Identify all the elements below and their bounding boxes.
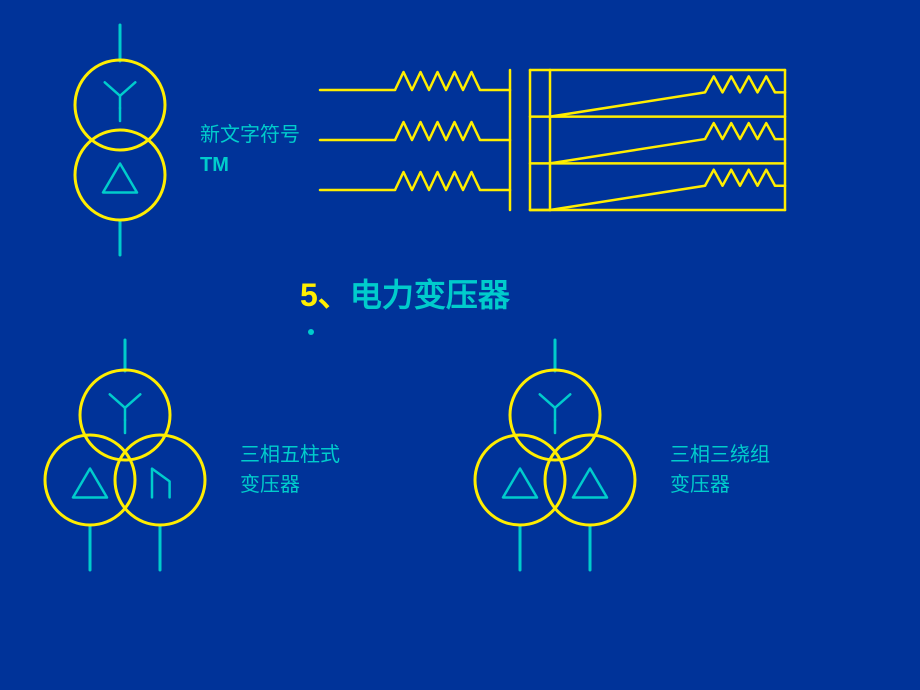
diagram-canvas (0, 0, 920, 690)
